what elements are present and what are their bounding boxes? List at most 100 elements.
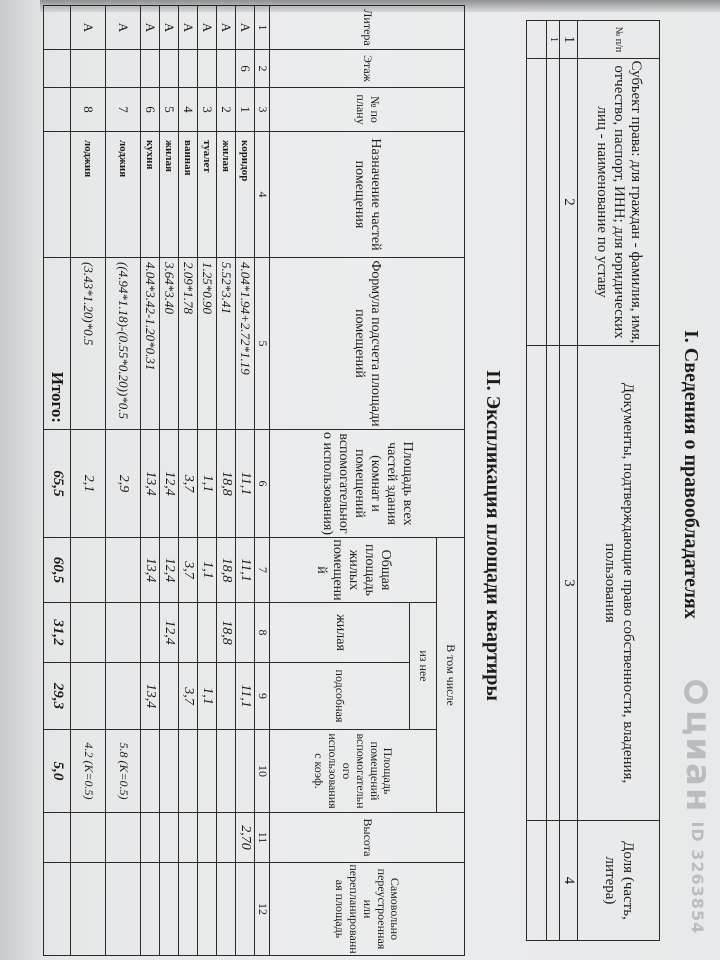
cell-share	[546, 820, 560, 941]
cell-living: 12,4	[159, 602, 179, 663]
cell-auxiliary: 3,7	[178, 662, 198, 730]
header-including: В том числе	[436, 537, 465, 813]
cell-aux-coef	[159, 729, 179, 813]
cell-height	[178, 812, 198, 863]
col-num: 9	[254, 662, 270, 730]
cell-auxiliary: 11,1	[235, 662, 255, 730]
cell-total-area: 12,4	[159, 429, 179, 538]
cell-height	[105, 812, 141, 863]
cell-aux-coef	[140, 729, 160, 813]
table-row: А 8 лоджия (3.43*1.20)*0.5 2,1 4.2 (K=0.5)	[70, 5, 106, 956]
cell-auxiliary	[105, 662, 141, 730]
header-litera: Литера	[269, 5, 465, 50]
cell-living	[178, 602, 198, 663]
cell-plan-no: 2	[216, 87, 236, 132]
table-row: А 5 жилая 3.64*3.40 12,4 12,4 12,4	[159, 5, 179, 956]
cian-watermark: циан ID 3263854	[678, 680, 718, 935]
rights-holders-table: № п/п Субъект права: для граждан - фамил…	[526, 20, 660, 941]
header-subject: Субъект права: для граждан - фамилия, им…	[577, 58, 660, 346]
table-header-row: № п/п Субъект права: для граждан - фамил…	[577, 20, 660, 941]
cell-litera: А	[70, 5, 106, 50]
cell-plan-no: 7	[105, 87, 141, 132]
header-aux-coef: Площадь помещений вспомогательного испол…	[269, 729, 437, 813]
cell-living-total: 11,1	[235, 537, 255, 603]
cell-auxiliary: 1,1	[197, 662, 217, 730]
cell-total-area: 11,1	[235, 429, 255, 538]
cell-auxiliary	[70, 662, 106, 730]
watermark-logo: циан	[678, 710, 718, 814]
cell-purpose: лоджия	[105, 131, 141, 258]
col-num: 7	[254, 537, 270, 603]
cell-empty	[43, 131, 71, 258]
cell-empty	[43, 812, 71, 863]
auxiliary-sum: 29,3	[43, 662, 71, 730]
cell-number: 1	[546, 20, 560, 59]
cell-auxiliary	[216, 662, 236, 730]
cell-aux-coef	[216, 729, 236, 813]
cell-height	[140, 812, 160, 863]
cell-total-area: 13,4	[140, 429, 160, 538]
cell-height	[70, 812, 106, 863]
cell-auxiliary	[159, 662, 179, 730]
cell-formula: 5.52*3.41	[216, 257, 236, 430]
header-of-which: из нее	[409, 602, 437, 730]
header-number: № п/п	[577, 20, 660, 59]
living-sum: 31,2	[43, 602, 71, 663]
cell-subject	[526, 58, 547, 346]
cell-formula: 4.04*3.42-1.20*0.31	[140, 257, 160, 430]
section-2-title: II. Экспликация площади квартиры	[482, 370, 504, 701]
cell-aux-coef	[178, 729, 198, 813]
col-num: 11	[254, 812, 270, 863]
cell-formula: 1.25*0.90	[197, 257, 217, 430]
cell-total-area: 18,8	[216, 429, 236, 538]
header-documents: Документы, подтверждающие право собствен…	[577, 345, 660, 821]
cell-unauthorized	[140, 862, 160, 956]
cell-living	[197, 602, 217, 663]
cell-floor	[178, 49, 198, 88]
living-total-sum: 60,5	[43, 537, 71, 603]
cell-purpose: жилая	[159, 131, 179, 258]
cell-purpose: кухня	[140, 131, 160, 258]
location-pin-icon	[684, 680, 709, 704]
header-unauthorized: Самовольно переустроенная или перепланир…	[269, 862, 465, 956]
cell-living	[235, 602, 255, 663]
header-plan-no: № по плану	[269, 87, 465, 132]
header-living: жилая	[269, 602, 410, 663]
cell-floor	[140, 49, 160, 88]
cell-floor	[105, 49, 141, 88]
cell-plan-no: 4	[178, 87, 198, 132]
aux-coef-sum: 5,0	[43, 729, 71, 813]
cell-height: 2,70	[235, 812, 255, 863]
column-number-row: 1 2 3 4	[559, 20, 578, 941]
header-total-area: Площадь всех частей здания (комнат и пом…	[269, 429, 465, 538]
cell-total-area: 2,9	[105, 429, 141, 538]
cell-purpose: ванная	[178, 131, 198, 258]
table-row: А 6 1 коридор 4.04*1.94+2.72*1.19 11,1 11,1 11,…	[235, 5, 255, 956]
cell-living-total: 12,4	[159, 537, 179, 603]
col-num: 3	[559, 345, 578, 821]
cell-litera: А	[216, 5, 236, 50]
col-num: 10	[254, 729, 270, 813]
cell-unauthorized	[70, 862, 106, 956]
watermark-id: ID 3263854	[688, 821, 708, 935]
total-area-sum: 65,5	[43, 429, 71, 538]
cell-height	[159, 812, 179, 863]
col-num: 8	[254, 602, 270, 663]
col-num: 5	[254, 257, 270, 430]
col-num: 3	[254, 87, 270, 132]
table-row: А 4 ванная 2.09*1.78 3,7 3,7 3,7	[178, 5, 198, 956]
col-num: 1	[559, 20, 578, 59]
header-height: Высота	[269, 812, 465, 863]
cell-plan-no: 5	[159, 87, 179, 132]
cell-plan-no: 1	[235, 87, 255, 132]
cell-total-area: 1,1	[197, 429, 217, 538]
cell-total-area: 3,7	[178, 429, 198, 538]
cell-height	[216, 812, 236, 863]
cell-floor	[197, 49, 217, 88]
totals-label: Итого:	[43, 257, 71, 430]
header-formula: Формула подсчета площади помещений	[269, 257, 465, 430]
cell-empty	[43, 49, 71, 88]
col-num: 1	[254, 5, 270, 50]
cell-unauthorized	[197, 862, 217, 956]
cell-living	[140, 602, 160, 663]
